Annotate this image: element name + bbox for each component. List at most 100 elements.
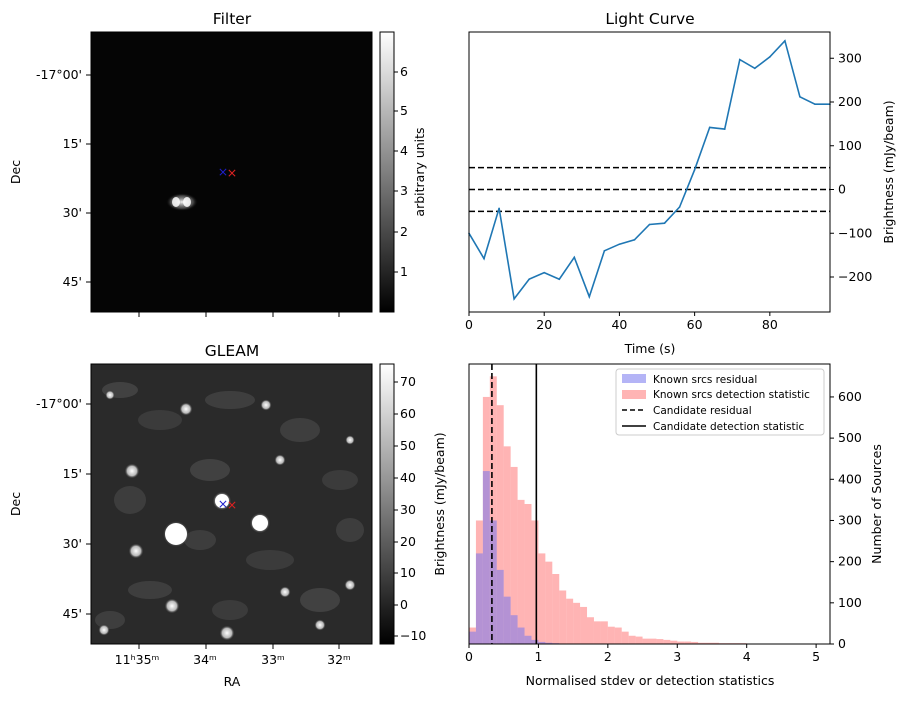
residual-bar	[518, 628, 525, 644]
lightcurve-point	[528, 278, 530, 280]
gleam-cbar-tick: 70	[400, 374, 416, 389]
detection-bar	[636, 637, 643, 644]
filter-panel: Filter × × -17°00' 15' 30' 45' Dec	[8, 10, 427, 317]
detection-bar	[518, 500, 525, 644]
histogram-y-tick-label: 200	[838, 554, 862, 569]
filter-source-core-a	[172, 197, 180, 207]
lightcurve-panel: Light Curve 0 20 40 60 80 300 200 100 0 …	[465, 10, 896, 356]
lightcurve-point	[513, 298, 515, 300]
detection-bar	[552, 574, 559, 644]
lightcurve-title: Light Curve	[605, 10, 694, 28]
detection-bar	[615, 628, 622, 644]
gleam-ra-tick-label: 32ᵐ	[327, 652, 351, 667]
lightcurve-y-ticks: 300 200 100 0 −100 −200	[830, 50, 872, 284]
filter-source-blob	[166, 193, 198, 211]
lightcurve-point	[694, 169, 696, 171]
gleam-dec-tick-label: -17°00'	[36, 396, 82, 411]
lightcurve-plot	[468, 40, 831, 300]
lightcurve-frame	[469, 32, 830, 312]
detection-bar	[525, 504, 532, 644]
legend-label-detection: Known srcs detection statistic	[653, 389, 810, 401]
lightcurve-x-tick-label: 0	[465, 317, 473, 332]
lightcurve-point	[498, 208, 500, 210]
lightcurve-point	[573, 257, 575, 259]
gleam-dec-tick-label: 45'	[63, 606, 82, 621]
filter-cbar-tick: 1	[400, 264, 408, 279]
residual-bar	[531, 640, 538, 644]
lightcurve-y-tick-label: −100	[838, 225, 872, 240]
lightcurve-point	[709, 127, 711, 129]
gleam-ylabel: Dec	[8, 492, 23, 516]
filter-colorbar	[380, 32, 394, 312]
filter-cbar-tick: 6	[400, 64, 408, 79]
filter-marker-red: ×	[227, 165, 237, 180]
residual-bar	[497, 570, 504, 644]
histogram-x-tick-label: 3	[673, 649, 681, 664]
residual-bar	[483, 471, 490, 644]
filter-cbar-tick: 3	[400, 183, 408, 198]
lightcurve-point	[799, 96, 801, 98]
detection-bar	[663, 640, 670, 644]
histogram-x-tick-label: 4	[743, 649, 751, 664]
detection-bar	[629, 636, 636, 644]
detection-bar	[594, 621, 601, 644]
gleam-dec-tick-label: 15'	[63, 466, 82, 481]
filter-dec-tick-label: 30'	[63, 205, 82, 220]
gleam-colorbar-ticks: 70 60 50 40 30 20 10 0 −10	[394, 374, 426, 643]
detection-bar	[566, 599, 573, 644]
gleam-cbar-tick: 10	[400, 565, 416, 580]
lightcurve-ylabel: Brightness (mJy/beam)	[881, 100, 896, 243]
detection-bar	[587, 617, 594, 644]
filter-dec-tick-label: 45'	[63, 274, 82, 289]
filter-colorbar-ticks: 6 5 4 3 2 1	[394, 64, 408, 279]
histogram-x-tick-label: 1	[534, 649, 542, 664]
gleam-cbar-tick: 60	[400, 406, 416, 421]
residual-bar	[490, 520, 497, 644]
detection-bar	[559, 590, 566, 644]
lightcurve-x-tick-label: 80	[762, 317, 778, 332]
gleam-panel: GLEAM	[8, 342, 426, 689]
gleam-marker-red: ×	[227, 497, 237, 512]
lightcurve-point	[558, 278, 560, 280]
lightcurve-xlabel: Time (s)	[624, 341, 676, 356]
lightcurve-x-ticks: 0 20 40 60 80	[465, 312, 778, 332]
lightcurve-point	[619, 243, 621, 245]
lightcurve-point	[483, 258, 485, 260]
lightcurve-x-tick-label: 40	[611, 317, 627, 332]
histogram-y-ticks: 600 500 400 300 200 100 0	[830, 389, 862, 651]
gleam-cbar-tick: −10	[400, 628, 426, 643]
detection-bar	[608, 627, 615, 644]
legend-label-candidate-residual: Candidate residual	[653, 405, 752, 417]
detection-bar	[545, 562, 552, 644]
detection-bar	[643, 639, 650, 644]
detection-bar	[538, 553, 545, 644]
gleam-ra-tick-label: 34ᵐ	[193, 652, 217, 667]
histogram-y-tick-label: 0	[838, 636, 846, 651]
filter-dec-tick-label: -17°00'	[36, 67, 82, 82]
histogram-y-tick-label: 500	[838, 430, 862, 445]
filter-cbar-tick: 2	[400, 224, 408, 239]
histogram-x-ticks: 0 1 2 3 4 5	[465, 644, 820, 664]
lightcurve-point	[649, 224, 651, 226]
detection-bar	[601, 621, 608, 644]
gleam-colorbar	[380, 364, 394, 644]
gleam-cbar-tick: 0	[400, 597, 408, 612]
filter-source-core-b	[183, 197, 191, 207]
gleam-ra-tick-label: 11ʰ35ᵐ	[115, 652, 160, 667]
histogram-y-tick-label: 600	[838, 389, 862, 404]
histogram-x-tick-label: 5	[812, 649, 820, 664]
detection-bar	[656, 639, 663, 644]
histogram-x-tick-label: 2	[604, 649, 612, 664]
residual-bar	[511, 615, 518, 644]
gleam-cbar-tick: 20	[400, 534, 416, 549]
lightcurve-point	[724, 128, 726, 130]
histogram-y-tick-label: 400	[838, 471, 862, 486]
lightcurve-point	[589, 296, 591, 298]
detection-bar	[531, 520, 538, 644]
residual-bar	[469, 632, 476, 644]
lightcurve-point	[739, 59, 741, 61]
filter-dec-tick-label: 15'	[63, 136, 82, 151]
lightcurve-y-tick-label: 300	[838, 50, 862, 65]
lightcurve-x-tick-label: 60	[687, 317, 703, 332]
